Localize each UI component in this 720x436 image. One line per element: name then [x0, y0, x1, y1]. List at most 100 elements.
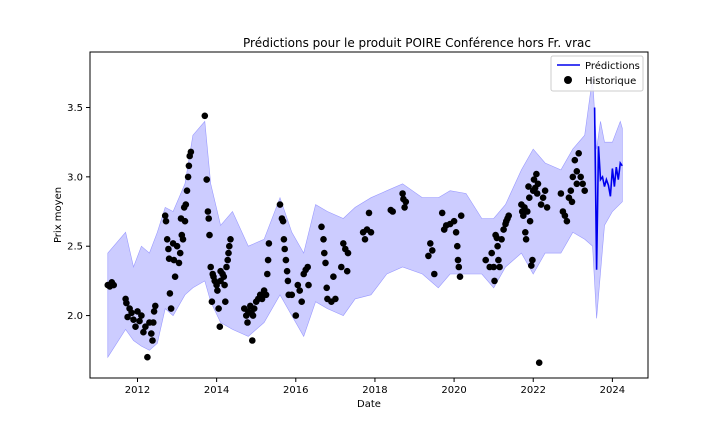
history-point: [454, 256, 462, 264]
history-point: [541, 187, 549, 194]
history-point: [152, 302, 159, 310]
history-point: [179, 236, 187, 243]
history-point: [520, 212, 527, 219]
history-point: [258, 295, 266, 303]
history-point: [454, 242, 461, 250]
history-point: [281, 245, 289, 253]
history-point: [149, 337, 156, 344]
history-point: [148, 330, 155, 337]
history-point: [134, 308, 141, 315]
history-point: [535, 359, 543, 367]
history-point: [344, 249, 352, 257]
history-point: [201, 112, 209, 120]
history-point: [330, 273, 337, 281]
history-point: [249, 312, 257, 319]
y-axis-label: Prix moyen: [53, 187, 64, 243]
history-point: [221, 281, 228, 289]
history-point: [573, 180, 581, 188]
history-point: [205, 215, 212, 222]
x-tick-label: 2020: [441, 385, 466, 396]
x-tick-label: 2018: [362, 385, 387, 396]
history-point: [128, 309, 135, 317]
x-tick-label: 2024: [600, 385, 625, 396]
history-point: [265, 240, 273, 247]
x-tick-label: 2022: [521, 385, 546, 396]
history-point: [457, 212, 465, 219]
history-point: [208, 298, 216, 306]
history-point: [138, 312, 145, 319]
history-point: [204, 208, 212, 215]
history-point: [526, 194, 533, 201]
history-point: [543, 204, 551, 211]
history-point: [399, 190, 406, 197]
y-tick-label: 3.0: [67, 172, 83, 183]
legend-history-swatch: [564, 76, 572, 84]
history-point: [525, 183, 532, 190]
history-point: [343, 267, 351, 275]
history-point: [429, 247, 436, 254]
history-point: [171, 273, 179, 281]
history-point: [529, 256, 536, 264]
history-point: [226, 242, 233, 250]
history-point: [283, 267, 291, 275]
history-point: [304, 263, 312, 271]
history-point: [142, 323, 149, 331]
y-tick-label: 2.5: [67, 242, 83, 253]
legend-prediction-label: Prédictions: [585, 60, 640, 72]
history-point: [165, 245, 172, 253]
history-point: [573, 168, 581, 175]
history-point: [561, 212, 569, 219]
history-point: [567, 187, 575, 194]
history-point: [579, 180, 586, 188]
x-axis: 2012 2014 2016 2018 2020 2022 2024: [125, 378, 625, 396]
history-point: [182, 201, 190, 208]
history-point: [533, 170, 540, 178]
history-point: [220, 273, 228, 281]
history-point: [250, 305, 258, 312]
history-point: [452, 229, 460, 236]
history-point: [110, 281, 117, 289]
history-point: [249, 337, 256, 344]
confidence-band: [107, 76, 623, 359]
history-point: [264, 256, 272, 264]
history-point: [181, 217, 189, 225]
history-point: [537, 201, 545, 208]
history-point: [455, 263, 463, 271]
history-point: [282, 256, 290, 264]
history-point: [225, 249, 232, 257]
history-point: [227, 236, 234, 243]
history-point: [216, 323, 224, 331]
history-point: [173, 242, 181, 250]
history-point: [207, 263, 214, 271]
history-point: [332, 295, 339, 303]
history-point: [163, 236, 171, 243]
plot-frame: [89, 51, 649, 379]
history-point: [571, 156, 579, 164]
history-point: [215, 305, 222, 312]
x-tick-label: 2014: [204, 385, 229, 396]
history-point: [539, 194, 547, 201]
y-tick-label: 2.0: [67, 311, 83, 322]
history-point: [505, 212, 512, 219]
history-point: [166, 290, 174, 297]
history-point: [140, 328, 147, 336]
history-point: [296, 287, 304, 294]
history-point: [367, 229, 375, 236]
history-point: [224, 256, 231, 264]
history-point: [170, 256, 178, 264]
history-point: [123, 299, 130, 307]
history-point: [284, 277, 292, 285]
history-point: [577, 173, 584, 181]
history-point: [223, 263, 230, 271]
history-point: [425, 252, 432, 260]
history-point: [496, 263, 503, 271]
history-point: [361, 236, 369, 243]
history-point: [150, 319, 157, 326]
history-point: [498, 236, 505, 243]
history-point: [161, 212, 169, 219]
history-point: [176, 249, 184, 257]
history-point: [494, 242, 501, 250]
history-point: [167, 305, 175, 312]
